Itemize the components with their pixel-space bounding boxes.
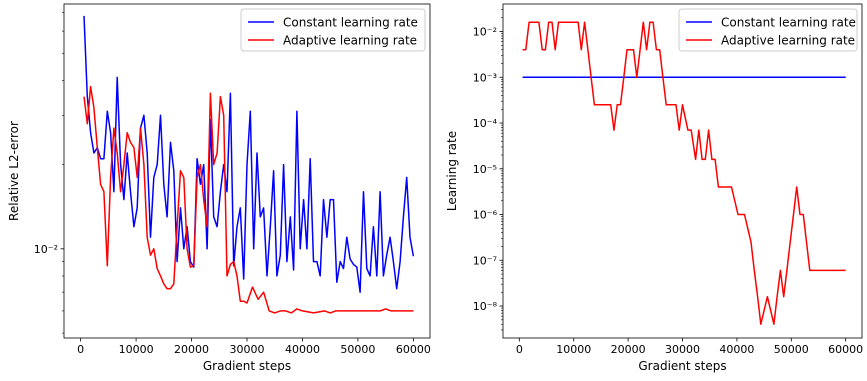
y-tick-label: 10⁻⁶ — [473, 209, 498, 222]
x-axis-label: Gradient steps — [203, 359, 291, 373]
x-tick-label: 40000 — [719, 343, 754, 356]
y-tick-label: 10⁻² — [34, 243, 58, 256]
x-tick-label: 20000 — [611, 343, 646, 356]
y-tick-label: 10⁻⁴ — [473, 117, 498, 130]
x-axis-label: Gradient steps — [638, 359, 726, 373]
legend-box — [678, 8, 858, 52]
plot-area — [83, 15, 415, 314]
y-tick-label: 10⁻⁸ — [473, 300, 498, 313]
x-tick-label: 40000 — [285, 343, 320, 356]
x-tick-label: 0 — [77, 343, 84, 356]
x-tick-label: 60000 — [828, 343, 863, 356]
x-tick-label: 30000 — [665, 343, 700, 356]
legend-label: Adaptive learning rate — [283, 34, 417, 48]
y-tick-label: 10⁻⁵ — [473, 163, 497, 176]
y-axis-label: Relative L2-error — [7, 121, 21, 221]
legend-label: Constant learning rate — [283, 16, 418, 30]
axes-frame — [502, 3, 863, 339]
panel-error: 0 10000 20000 30000 40000 50000 60000 10⁻² Gradi… — [7, 3, 431, 373]
constant-series-line — [83, 15, 415, 293]
x-tick-label: 10000 — [119, 343, 154, 356]
y-axis-label: Learning rate — [445, 131, 459, 211]
x-tick-label: 10000 — [556, 343, 591, 356]
adaptive-series-line — [83, 85, 414, 314]
plot-area — [522, 21, 846, 325]
x-tick-label: 0 — [516, 343, 523, 356]
x-tick-label: 50000 — [340, 343, 375, 356]
y-tick-label: 10⁻⁷ — [473, 254, 497, 267]
y-tick-label: 10⁻² — [473, 26, 497, 39]
x-tick-label: 20000 — [174, 343, 209, 356]
legend-box — [240, 8, 426, 52]
legend: Constant learning rate Adaptive learning … — [678, 8, 858, 52]
y-tick-label: 10⁻³ — [473, 71, 497, 84]
adaptive-series-line — [522, 21, 846, 325]
legend-label: Constant learning rate — [721, 16, 856, 30]
x-tick-label: 50000 — [774, 343, 809, 356]
x-tick-label: 60000 — [396, 343, 431, 356]
legend-label: Adaptive learning rate — [721, 34, 855, 48]
x-tick-label: 30000 — [230, 343, 265, 356]
legend: Constant learning rate Adaptive learning … — [240, 8, 426, 52]
panel-learning-rate: 0 10000 20000 30000 40000 50000 60000 10⁻⁸ 10⁻⁷ 1… — [445, 3, 863, 373]
